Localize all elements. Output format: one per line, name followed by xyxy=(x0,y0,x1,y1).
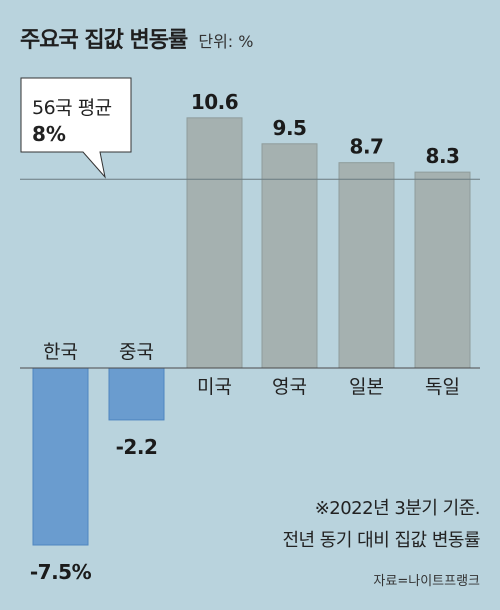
bar-0 xyxy=(32,367,89,546)
title-row: 주요국 집값 변동률 단위: % xyxy=(20,22,253,54)
bar-3 xyxy=(261,143,318,369)
value-label-0: -7.5% xyxy=(30,560,92,584)
bar-5 xyxy=(414,171,471,369)
bar-2 xyxy=(186,117,243,369)
average-callout-box xyxy=(20,77,132,179)
bar-4 xyxy=(338,162,395,369)
source-credit: 자료=나이트프랭크 xyxy=(373,574,480,589)
value-label-1: -2.2 xyxy=(116,435,158,459)
category-label-5: 독일 xyxy=(425,376,460,398)
chart-title: 주요국 집값 변동률 xyxy=(20,28,188,53)
value-label-3: 9.5 xyxy=(273,116,307,140)
bar-1 xyxy=(108,367,165,421)
category-label-0: 한국 xyxy=(43,341,78,363)
category-label-1: 중국 xyxy=(119,341,154,363)
average-callout-label: 56국 평균 xyxy=(32,97,112,119)
average-callout-value: 8% xyxy=(32,122,66,146)
footnote-basis: ※2022년 3분기 기준. xyxy=(314,498,481,519)
footnote-description: 전년 동기 대비 집값 변동률 xyxy=(282,530,480,551)
category-label-3: 영국 xyxy=(272,376,307,398)
value-label-4: 8.7 xyxy=(350,135,384,159)
category-label-2: 미국 xyxy=(197,376,232,398)
category-label-4: 일본 xyxy=(349,376,384,398)
value-label-2: 10.6 xyxy=(191,90,238,114)
value-label-5: 8.3 xyxy=(426,144,460,168)
unit-label: 단위: % xyxy=(198,32,254,51)
